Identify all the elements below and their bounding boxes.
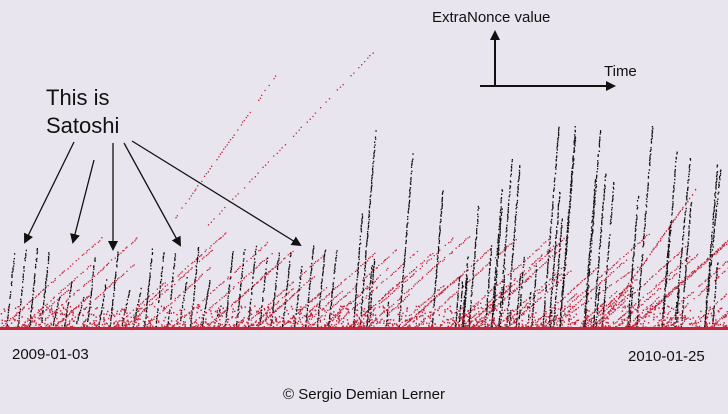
dot-streak xyxy=(64,281,73,327)
dot-streak xyxy=(499,268,506,328)
annotation-arrow xyxy=(70,159,95,244)
dot-streak xyxy=(609,188,697,311)
annotation-arrows xyxy=(24,140,302,251)
baseline-band xyxy=(0,327,728,330)
annotation-arrow xyxy=(131,140,302,247)
annotation-line: This is xyxy=(46,85,110,110)
dot-streak xyxy=(328,250,338,328)
dot-streak xyxy=(491,208,503,328)
annotation-line: Satoshi xyxy=(46,113,119,138)
dot-streak xyxy=(126,249,213,326)
dot-streak xyxy=(583,178,597,328)
dot-streak xyxy=(584,130,602,327)
dot-streak xyxy=(98,279,108,328)
dot-streak xyxy=(207,52,374,226)
dot-streak xyxy=(175,75,277,219)
dot-streak xyxy=(595,286,601,328)
dot-streak xyxy=(397,285,445,328)
dot-streak xyxy=(691,292,728,326)
dot-streak xyxy=(455,276,461,327)
dot-streak xyxy=(402,275,462,328)
x-start-label: 2009-01-03 xyxy=(12,346,89,363)
x-end-label: 2010-01-25 xyxy=(628,348,705,365)
annotation-arrow xyxy=(24,141,75,244)
y-axis-label: ExtraNonce value xyxy=(432,9,550,26)
annotation-arrow xyxy=(123,142,181,247)
dot-streak xyxy=(348,252,434,327)
credit: © Sergio Demian Lerner xyxy=(283,386,445,403)
plot-area xyxy=(0,52,728,330)
x-axis-label: Time xyxy=(604,63,637,80)
